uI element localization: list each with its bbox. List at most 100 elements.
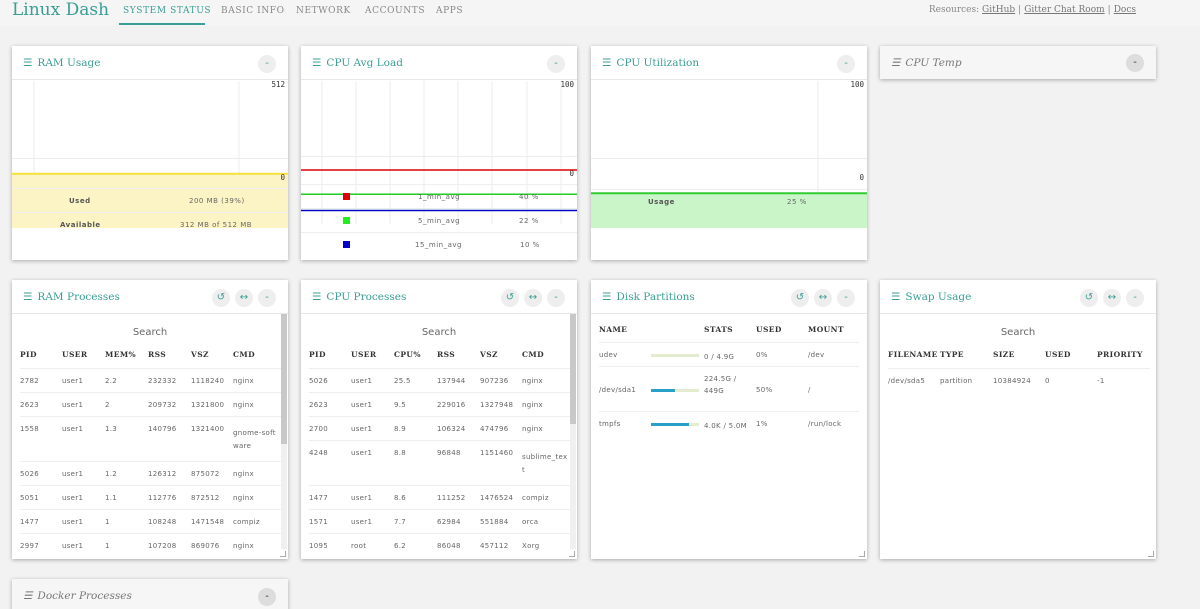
expand-icon[interactable]: ↔ [1103, 289, 1121, 307]
collapse-button[interactable]: - [547, 289, 565, 307]
brand-title[interactable]: Linux Dash [12, 0, 110, 20]
collapse-button[interactable]: - [258, 55, 276, 73]
disk-usage-fill [651, 423, 690, 426]
table-cell: 209732 [148, 401, 177, 409]
resize-handle[interactable] [1148, 551, 1154, 557]
docs-link[interactable]: Docs [1113, 5, 1136, 15]
tab-network[interactable]: NETWORK [296, 6, 351, 16]
collapse-button[interactable]: - [837, 55, 855, 73]
table-cell: 875072 [191, 470, 220, 478]
column-header[interactable]: CMD [522, 350, 544, 359]
menu-icon[interactable]: ☰ [891, 291, 901, 303]
widget-title: RAM Usage [37, 57, 101, 69]
table-row: 2782 user1 2.2 232332 1118240 nginx [20, 368, 282, 392]
menu-icon[interactable]: ☰ [23, 291, 33, 303]
resize-handle[interactable] [569, 551, 575, 557]
column-header[interactable]: USED [1045, 350, 1071, 359]
github-link[interactable]: GitHub [982, 5, 1016, 15]
column-header[interactable]: PRIORITY [1097, 350, 1143, 359]
widget-title: CPU Utilization [616, 57, 700, 69]
column-header[interactable]: RSS [148, 350, 167, 359]
expand-icon[interactable]: ↔ [524, 289, 542, 307]
collapse-button[interactable]: - [1126, 289, 1144, 307]
expand-icon[interactable]: ↔ [814, 289, 832, 307]
gitter-link[interactable]: Gitter Chat Room [1024, 5, 1105, 15]
column-header[interactable]: SIZE [993, 350, 1015, 359]
table-cell: -1 [1097, 377, 1105, 385]
resize-handle[interactable] [859, 551, 865, 557]
column-header[interactable]: CPU% [394, 350, 421, 359]
table-cell: 907236 [480, 377, 509, 385]
tab-basic-info[interactable]: BASIC INFO [221, 6, 285, 16]
scrollbar-thumb[interactable] [281, 314, 287, 444]
scrollbar[interactable] [570, 314, 576, 549]
table-row: tmpfs 4.0K / 5.0M 1% /run/lock [599, 411, 859, 435]
table-cell: /run/lock [808, 420, 842, 428]
y-axis-min: 0 [569, 169, 574, 178]
column-header[interactable]: MEM% [105, 350, 137, 359]
menu-icon[interactable]: ☰ [312, 57, 322, 69]
table-cell: 4.0K / 5.0M [704, 422, 748, 430]
refresh-icon[interactable]: ↺ [501, 289, 519, 307]
column-header[interactable]: USED [756, 325, 782, 334]
scrollbar-thumb[interactable] [570, 314, 576, 424]
column-header[interactable]: USER [62, 350, 88, 359]
column-header[interactable]: MOUNT [808, 325, 844, 334]
resize-handle[interactable] [280, 551, 286, 557]
widget-title: CPU Avg Load [326, 57, 403, 69]
tab-apps[interactable]: APPS [436, 6, 464, 16]
column-header[interactable]: VSZ [191, 350, 209, 359]
stat-label: Available [60, 221, 101, 229]
table-row: /dev/sda5 partition 10384924 0 -1 [888, 368, 1150, 392]
stat-value: 200 MB (39%) [189, 197, 245, 205]
table-cell: 869076 [191, 542, 220, 550]
column-header[interactable]: STATS [704, 325, 733, 334]
widget-header: ☰ Swap Usage ↺ ↔ - [880, 280, 1156, 314]
refresh-icon[interactable]: ↺ [212, 289, 230, 307]
cpu-avg-load-widget: ☰ CPU Avg Load - 100 0 1_min_avg 40 % 5_m… [301, 46, 577, 260]
expand-button[interactable]: - [258, 588, 276, 606]
table-cell: 10384924 [993, 377, 1032, 385]
refresh-icon[interactable]: ↺ [1080, 289, 1098, 307]
legend-value: 10 % [520, 241, 540, 249]
column-header[interactable]: VSZ [480, 350, 498, 359]
tab-system-status[interactable]: SYSTEM STATUS [123, 6, 212, 16]
expand-icon[interactable]: ↔ [235, 289, 253, 307]
table-cell: /dev [808, 351, 825, 359]
table-cell: user1 [62, 377, 84, 385]
column-header[interactable]: PID [309, 350, 326, 359]
refresh-icon[interactable]: ↺ [791, 289, 809, 307]
menu-icon[interactable]: ☰ [23, 57, 33, 69]
table-cell: 25.5 [394, 377, 411, 385]
menu-icon[interactable]: ☰ [602, 57, 612, 69]
column-header[interactable]: CMD [233, 350, 255, 359]
collapse-button[interactable]: - [837, 289, 855, 307]
search-input[interactable]: Search [421, 327, 457, 338]
table-cell: user1 [351, 401, 373, 409]
stat-row: Available 312 MB of 512 MB [12, 212, 288, 236]
menu-icon[interactable]: ☰ [312, 291, 322, 303]
menu-icon[interactable]: ☰ [891, 57, 901, 69]
column-header[interactable]: FILENAME [888, 350, 938, 359]
column-header[interactable]: PID [20, 350, 37, 359]
stat-value: 25 % [787, 198, 807, 206]
tab-accounts[interactable]: ACCOUNTS [365, 6, 426, 16]
column-header[interactable]: NAME [599, 325, 628, 334]
expand-button[interactable]: - [1126, 54, 1144, 72]
scrollbar[interactable] [281, 314, 287, 549]
collapse-button[interactable]: - [258, 289, 276, 307]
menu-icon[interactable]: ☰ [602, 291, 612, 303]
collapse-button[interactable]: - [547, 55, 565, 73]
column-header[interactable]: RSS [437, 350, 456, 359]
widget-header: ☰ RAM Usage - [12, 46, 288, 80]
table-cell: 0 [1045, 377, 1050, 385]
table-cell: tmpfs [599, 420, 621, 428]
search-input[interactable]: Search [1000, 327, 1036, 338]
table-cell: 551884 [480, 518, 509, 526]
menu-icon[interactable]: ☰ [23, 590, 33, 602]
column-header[interactable]: USER [351, 350, 377, 359]
search-input[interactable]: Search [132, 327, 168, 338]
table-cell: nginx [522, 401, 543, 409]
column-header[interactable]: TYPE [940, 350, 964, 359]
ram-usage-chart [12, 81, 288, 228]
